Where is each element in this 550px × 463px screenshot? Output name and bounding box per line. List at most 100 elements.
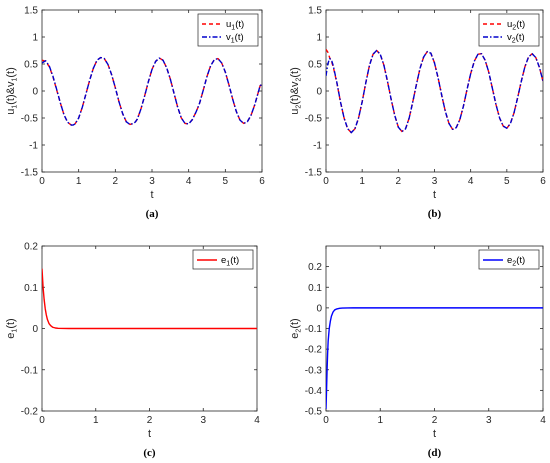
x-axis-label: t (433, 428, 436, 440)
x-tick-label: 3 (432, 176, 438, 187)
x-tick-label: 0 (323, 415, 329, 426)
series-group (326, 307, 543, 409)
y-tick-label: -0.1 (305, 324, 323, 335)
legend-label-part: u (507, 19, 512, 30)
legend-label-part: v (226, 32, 231, 43)
y-tick-label: 0 (316, 303, 322, 314)
legend-label-subscript: 1 (226, 261, 230, 268)
legend-label: e1(t) (221, 255, 239, 268)
y-axis-label: u2(t)&v2(t) (289, 67, 303, 115)
y-tick-label: 0.5 (24, 60, 38, 71)
y-axis-label-subscript: 2 (296, 329, 303, 333)
panel-caption: (c) (143, 447, 156, 459)
legend-label-part: (t) (516, 32, 525, 43)
series-group (42, 268, 257, 330)
chart-panel-a: 0 1 2 3 4 5 6-1.5-1-0.500.511.5tu1(t)&v1(t)u1(… (5, 6, 265, 221)
series-line (326, 307, 543, 409)
y-axis-label-group: e1(t) (5, 318, 19, 338)
x-tick-label: 0 (39, 415, 45, 426)
y-tick-label: 0 (316, 87, 322, 98)
y-tick-label: -0.2 (305, 345, 323, 356)
y-tick-label: 0.2 (308, 262, 322, 273)
y-tick-label: 0.1 (308, 283, 322, 294)
legend: e2(t) (478, 249, 540, 270)
x-axis-label: t (148, 428, 151, 440)
series-line (42, 56, 262, 126)
legend-box (197, 13, 259, 47)
legend-label: u2(t) (507, 19, 525, 32)
y-axis-label-subscript: 2 (296, 78, 303, 82)
chart-panel-b: 0 1 2 3 4 5 6-1.5-1-0.500.511.5tu2(t)&v2(t)u2(… (289, 6, 546, 221)
legend: e1(t) (192, 249, 254, 270)
legend-label-subscript: 1 (231, 25, 235, 32)
x-tick-label: 3 (149, 176, 155, 187)
x-tick-label: 5 (504, 176, 510, 187)
x-tick-label: 1 (377, 415, 383, 426)
y-tick-label: 1.5 (308, 6, 322, 17)
legend-label-subscript: 2 (512, 261, 516, 268)
x-tick-label: 4 (468, 176, 474, 187)
legend-box (192, 249, 254, 270)
y-axis-label-part: (t) (5, 318, 17, 328)
legend-label-part: e (221, 255, 226, 266)
legend-label-part: u (226, 19, 231, 30)
x-tick-label: 1 (359, 176, 365, 187)
panel-caption: (b) (428, 208, 442, 220)
legend-box (478, 249, 540, 270)
legend: u1(t)v1(t) (197, 13, 259, 47)
legend-box (478, 13, 540, 47)
x-tick-label: 2 (396, 176, 402, 187)
y-axis-label-subscript: 1 (12, 78, 19, 82)
y-tick-label: -0.4 (305, 386, 323, 397)
y-axis-label-part: u (5, 109, 17, 115)
y-tick-label: 1 (32, 33, 38, 44)
legend-label-part: (t) (235, 19, 244, 30)
x-tick-label: 5 (223, 176, 229, 187)
legend-label-part: (t) (516, 19, 525, 30)
legend-label-part: (t) (230, 255, 239, 266)
y-axis-label-part: (t) (289, 318, 301, 328)
series-line (326, 49, 543, 134)
y-tick-label: -0.5 (305, 407, 323, 418)
x-tick-label: 1 (93, 415, 99, 426)
legend: u2(t)v2(t) (478, 13, 540, 47)
y-tick-label: 0 (32, 87, 38, 98)
legend-label: u1(t) (226, 19, 244, 32)
y-tick-label: -1 (313, 141, 322, 152)
y-axis-label-part: (t)&v (289, 81, 301, 105)
legend-label: v1(t) (226, 32, 244, 45)
y-tick-label: -1 (29, 141, 38, 152)
y-axis-label: u1(t)&v1(t) (5, 67, 19, 115)
x-tick-label: 2 (147, 415, 153, 426)
panel-caption: (d) (428, 447, 442, 459)
plot-area (325, 245, 544, 412)
legend-label-part: e (507, 255, 512, 266)
y-axis-label: e2(t) (289, 318, 303, 338)
x-tick-label: 4 (540, 415, 546, 426)
y-tick-label: -1.5 (305, 168, 323, 179)
y-axis-label-part: e (289, 333, 301, 339)
x-tick-label: 0 (323, 176, 329, 187)
y-axis-label-group: e2(t) (289, 318, 303, 338)
y-axis-label-group: u2(t)&v2(t) (289, 67, 303, 115)
x-axis-label: t (433, 189, 436, 201)
y-tick-label: -0.3 (305, 365, 323, 376)
y-tick-label: -1.5 (21, 168, 39, 179)
legend-label-part: (t) (235, 32, 244, 43)
y-tick-label: 1 (316, 33, 322, 44)
y-tick-label: -0.1 (21, 365, 39, 376)
y-axis-label-part: e (5, 333, 17, 339)
legend-label-part: (t) (516, 255, 525, 266)
x-axis-label: t (150, 189, 153, 201)
x-tick-label: 4 (186, 176, 192, 187)
x-tick-label: 3 (486, 415, 492, 426)
x-tick-label: 3 (200, 415, 206, 426)
x-tick-label: 1 (76, 176, 82, 187)
y-tick-label: 0.5 (308, 60, 322, 71)
legend-label-subscript: 2 (512, 38, 516, 45)
legend-label-subscript: 2 (512, 25, 516, 32)
y-axis-label-subscript: 1 (12, 105, 19, 109)
y-tick-label: -0.5 (305, 114, 323, 125)
